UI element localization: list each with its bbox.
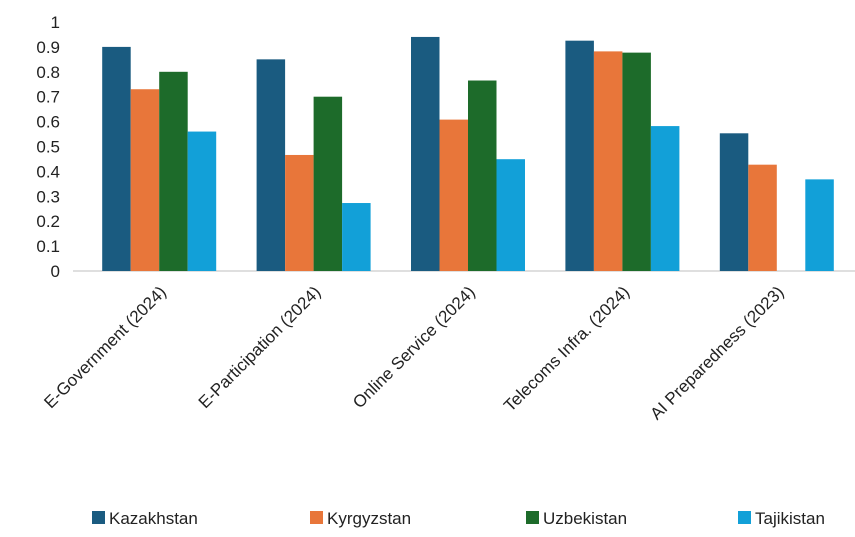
legend-label: Kyrgyzstan <box>327 509 411 528</box>
bar <box>593 51 623 271</box>
category-label: AI Preparedness (2023) <box>647 282 788 423</box>
bar <box>342 203 371 271</box>
bar <box>719 133 749 271</box>
bar <box>256 59 286 271</box>
y-axis-tick-labels: 0 0.1 0.2 0.3 0.4 0.5 0.6 0.7 0.8 0.9 1 <box>36 13 60 281</box>
category-label: E-Participation (2024) <box>195 282 325 412</box>
legend-swatch <box>92 511 105 524</box>
bars-group <box>102 36 834 272</box>
category-label: E-Government (2024) <box>40 282 170 412</box>
category-labels: E-Government (2024) E-Participation (2024… <box>40 282 787 423</box>
legend: Kazakhstan Kyrgyzstan Uzbekistan Tajikistan <box>92 509 825 528</box>
category-label: Telecoms Infra. (2024) <box>500 282 633 415</box>
y-tick-label: 0.5 <box>36 138 60 157</box>
y-tick-label: 0 <box>51 262 60 281</box>
y-tick-label: 0.6 <box>36 113 60 132</box>
bar <box>313 96 343 271</box>
y-tick-label: 1 <box>51 13 60 32</box>
bar <box>130 89 160 271</box>
legend-swatch <box>738 511 751 524</box>
y-tick-label: 0.2 <box>36 212 60 231</box>
legend-label: Kazakhstan <box>109 509 198 528</box>
bar <box>622 52 651 271</box>
bar <box>748 164 777 271</box>
bar <box>159 71 188 271</box>
bar <box>439 119 468 271</box>
bar <box>805 179 834 271</box>
bar <box>468 80 497 271</box>
y-tick-label: 0.3 <box>36 187 60 206</box>
bar <box>285 154 314 271</box>
legend-swatch <box>310 511 323 524</box>
y-tick-label: 0.7 <box>36 88 60 107</box>
bar <box>496 159 525 271</box>
y-tick-label: 0.9 <box>36 38 60 57</box>
legend-label: Uzbekistan <box>543 509 627 528</box>
y-tick-label: 0.4 <box>36 162 60 181</box>
bar <box>650 126 680 271</box>
bar <box>187 131 217 271</box>
y-tick-label: 0.8 <box>36 63 60 82</box>
bar <box>102 46 131 272</box>
legend-label: Tajikistan <box>755 509 825 528</box>
legend-swatch <box>526 511 539 524</box>
y-tick-label: 0.1 <box>36 237 60 256</box>
bar <box>565 40 594 271</box>
category-label: Online Service (2024) <box>349 282 479 412</box>
bar <box>411 36 440 271</box>
